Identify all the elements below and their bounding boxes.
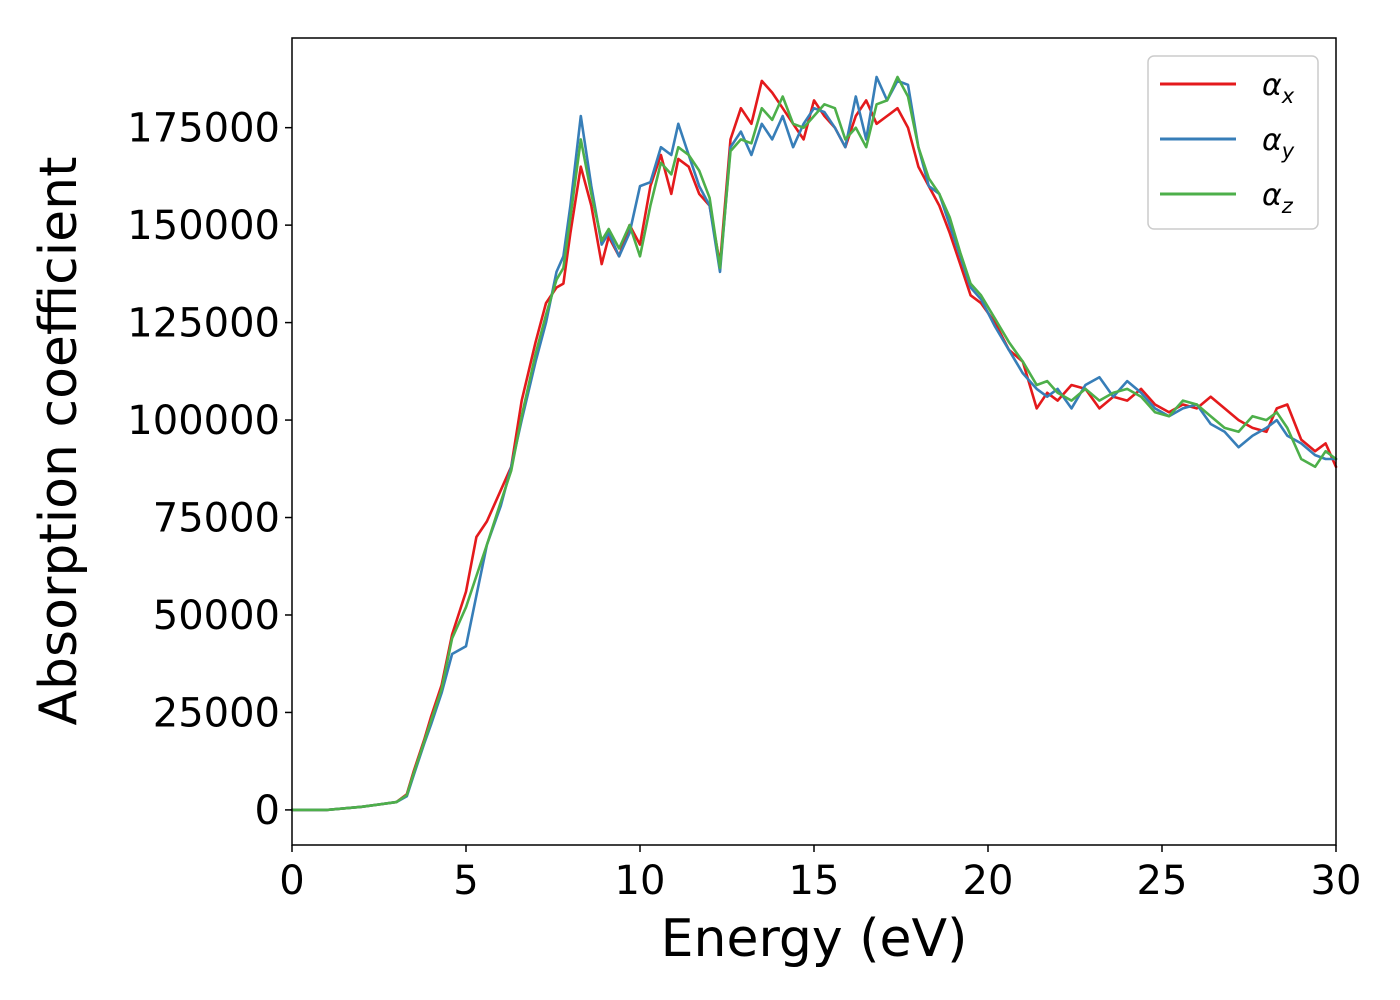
- legend-frame: [1147, 55, 1319, 230]
- x-axis-title: Energy (eV): [661, 909, 968, 969]
- series-line-z: [290, 75, 1338, 812]
- y-axis-title: Absorption coefficient: [29, 156, 89, 725]
- y-tick-label: 150000: [127, 203, 280, 249]
- x-axis: 0 5 10 15 20 25 30: [279, 845, 1361, 904]
- y-tick-label: 50000: [153, 593, 280, 639]
- x-tick-label: 20: [963, 858, 1014, 904]
- x-tick-label: 10: [615, 858, 666, 904]
- legend-label-y: αy: [1262, 123, 1295, 163]
- y-tick-label: 100000: [127, 398, 280, 444]
- y-tick-label: 25000: [153, 690, 280, 736]
- x-tick-label: 30: [1311, 858, 1362, 904]
- x-tick-label: 0: [279, 858, 304, 904]
- x-tick-label: 5: [453, 858, 478, 904]
- legend-label-z: αz: [1262, 178, 1294, 218]
- y-axis: 0 25000 50000 75000 100000 125000 150000 175000: [127, 106, 292, 834]
- series-layer: [290, 75, 1338, 812]
- y-tick-label: 0: [255, 788, 280, 834]
- x-tick-label: 25: [1137, 858, 1188, 904]
- legend-label-x: αx: [1262, 68, 1295, 108]
- y-tick-label: 125000: [127, 301, 280, 347]
- x-tick-label: 15: [789, 858, 840, 904]
- y-tick-label: 175000: [127, 106, 280, 152]
- legend: αx αy αz: [1147, 55, 1319, 230]
- y-tick-label: 75000: [153, 496, 280, 542]
